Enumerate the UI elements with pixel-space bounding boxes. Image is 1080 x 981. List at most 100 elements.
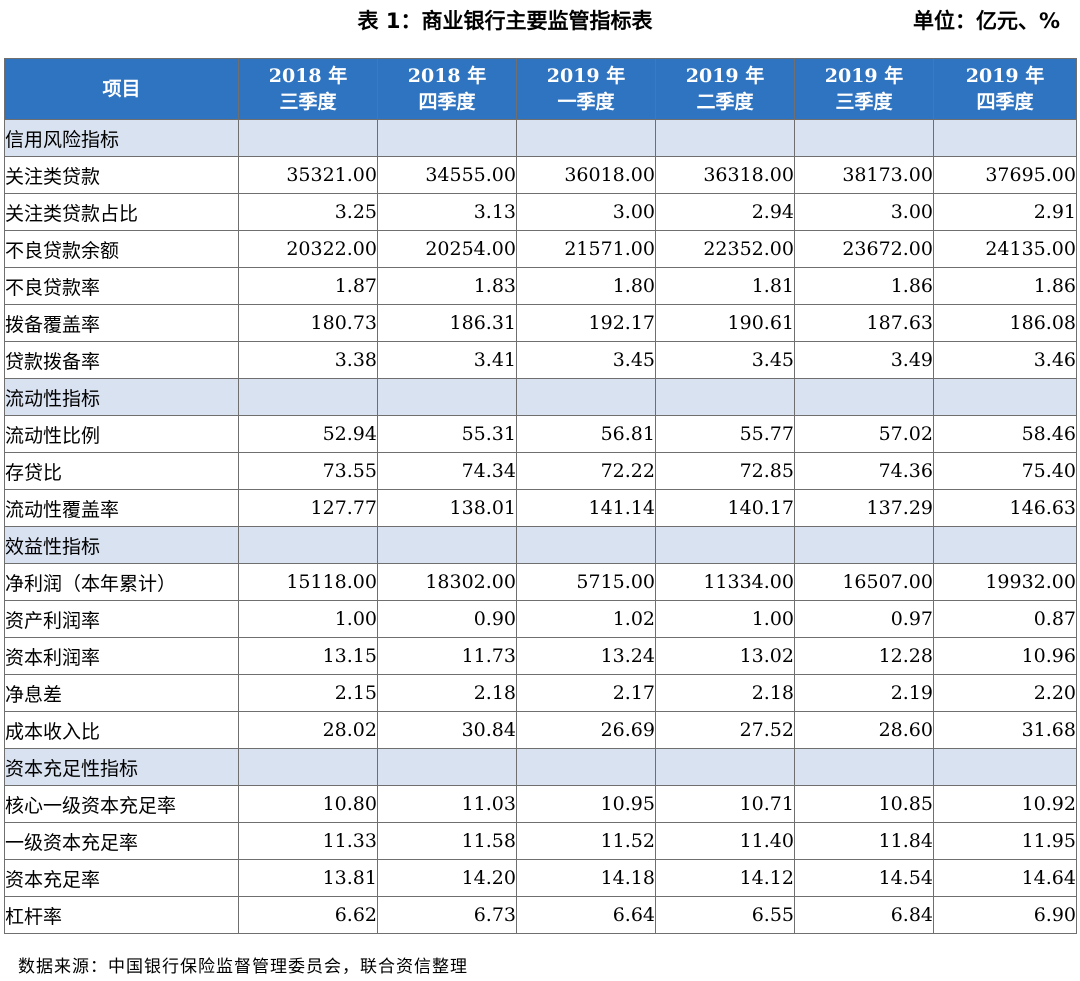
value-cell: 19932.00 bbox=[933, 563, 1077, 601]
value-cell: 26.69 bbox=[516, 711, 656, 749]
header-year: 2018 年 bbox=[268, 65, 348, 87]
table-row: 不良贷款率 1.87 1.83 1.80 1.81 1.86 1.86 bbox=[4, 267, 1077, 305]
value-cell: 74.34 bbox=[377, 452, 517, 490]
value-cell: 2.18 bbox=[377, 674, 517, 712]
value-cell: 6.84 bbox=[794, 896, 934, 934]
value-cell: 22352.00 bbox=[655, 230, 795, 268]
value-cell: 11.40 bbox=[655, 822, 795, 860]
row-label: 不良贷款余额 bbox=[4, 230, 239, 268]
section-empty-cell bbox=[238, 526, 378, 564]
table-row: 成本收入比 28.02 30.84 26.69 27.52 28.60 31.68 bbox=[4, 711, 1077, 749]
header-col-6: 2019 年四季度 bbox=[933, 58, 1077, 120]
value-cell: 34555.00 bbox=[377, 156, 517, 194]
section-empty-cell bbox=[655, 748, 795, 786]
section-empty-cell bbox=[655, 119, 795, 157]
value-cell: 2.19 bbox=[794, 674, 934, 712]
value-cell: 187.63 bbox=[794, 304, 934, 342]
value-cell: 1.80 bbox=[516, 267, 656, 305]
value-cell: 75.40 bbox=[933, 452, 1077, 490]
header-col-3: 2019 年一季度 bbox=[516, 58, 656, 120]
value-cell: 3.25 bbox=[238, 193, 378, 231]
section-empty-cell bbox=[238, 748, 378, 786]
table-row: 存贷比 73.55 74.34 72.22 72.85 74.36 75.40 bbox=[4, 452, 1077, 490]
value-cell: 11.95 bbox=[933, 822, 1077, 860]
value-cell: 30.84 bbox=[377, 711, 517, 749]
source-note: 数据来源：中国银行保险监督管理委员会，联合资信整理 bbox=[18, 957, 468, 977]
table-row: 拨备覆盖率 180.73 186.31 192.17 190.61 187.63 186.0… bbox=[4, 304, 1077, 342]
value-cell: 72.85 bbox=[655, 452, 795, 490]
section-empty-cell bbox=[516, 378, 656, 416]
value-cell: 36318.00 bbox=[655, 156, 795, 194]
header-item: 项目 bbox=[4, 58, 239, 120]
section-empty-cell bbox=[377, 748, 517, 786]
value-cell: 31.68 bbox=[933, 711, 1077, 749]
table-row: 杠杆率 6.62 6.73 6.64 6.55 6.84 6.90 bbox=[4, 896, 1077, 934]
table-row: 资本利润率 13.15 11.73 13.24 13.02 12.28 10.96 bbox=[4, 637, 1077, 675]
value-cell: 55.77 bbox=[655, 415, 795, 453]
value-cell: 1.86 bbox=[794, 267, 934, 305]
value-cell: 6.90 bbox=[933, 896, 1077, 934]
value-cell: 10.80 bbox=[238, 785, 378, 823]
value-cell: 57.02 bbox=[794, 415, 934, 453]
value-cell: 74.36 bbox=[794, 452, 934, 490]
value-cell: 3.13 bbox=[377, 193, 517, 231]
value-cell: 20254.00 bbox=[377, 230, 517, 268]
value-cell: 14.18 bbox=[516, 859, 656, 897]
value-cell: 11.03 bbox=[377, 785, 517, 823]
row-label: 贷款拨备率 bbox=[4, 341, 239, 379]
table-row: 核心一级资本充足率 10.80 11.03 10.95 10.71 10.85 10.92 bbox=[4, 785, 1077, 823]
header-col-2: 2018 年四季度 bbox=[377, 58, 517, 120]
value-cell: 3.46 bbox=[933, 341, 1077, 379]
value-cell: 6.73 bbox=[377, 896, 517, 934]
row-label: 资产利润率 bbox=[4, 600, 239, 638]
value-cell: 0.87 bbox=[933, 600, 1077, 638]
value-cell: 11.84 bbox=[794, 822, 934, 860]
section-label: 资本充足性指标 bbox=[4, 748, 239, 786]
value-cell: 2.18 bbox=[655, 674, 795, 712]
value-cell: 180.73 bbox=[238, 304, 378, 342]
header-quarter: 二季度 bbox=[696, 91, 754, 113]
table-row: 不良贷款余额 20322.00 20254.00 21571.00 22352.00 23… bbox=[4, 230, 1077, 268]
header-year: 2019 年 bbox=[546, 65, 626, 87]
value-cell: 146.63 bbox=[933, 489, 1077, 527]
value-cell: 1.00 bbox=[238, 600, 378, 638]
value-cell: 12.28 bbox=[794, 637, 934, 675]
value-cell: 10.95 bbox=[516, 785, 656, 823]
section-empty-cell bbox=[933, 748, 1077, 786]
section-empty-cell bbox=[377, 378, 517, 416]
value-cell: 186.31 bbox=[377, 304, 517, 342]
header-year: 2018 年 bbox=[407, 65, 487, 87]
value-cell: 27.52 bbox=[655, 711, 795, 749]
row-label: 流动性比例 bbox=[4, 415, 239, 453]
value-cell: 0.90 bbox=[377, 600, 517, 638]
value-cell: 3.00 bbox=[516, 193, 656, 231]
value-cell: 137.29 bbox=[794, 489, 934, 527]
section-empty-cell bbox=[655, 378, 795, 416]
value-cell: 13.15 bbox=[238, 637, 378, 675]
value-cell: 1.00 bbox=[655, 600, 795, 638]
value-cell: 20322.00 bbox=[238, 230, 378, 268]
value-cell: 73.55 bbox=[238, 452, 378, 490]
value-cell: 14.64 bbox=[933, 859, 1077, 897]
header-year: 2019 年 bbox=[824, 65, 904, 87]
value-cell: 13.02 bbox=[655, 637, 795, 675]
value-cell: 1.02 bbox=[516, 600, 656, 638]
value-cell: 11.33 bbox=[238, 822, 378, 860]
value-cell: 36018.00 bbox=[516, 156, 656, 194]
row-label: 核心一级资本充足率 bbox=[4, 785, 239, 823]
section-empty-cell bbox=[238, 119, 378, 157]
value-cell: 190.61 bbox=[655, 304, 795, 342]
value-cell: 1.81 bbox=[655, 267, 795, 305]
value-cell: 138.01 bbox=[377, 489, 517, 527]
value-cell: 10.85 bbox=[794, 785, 934, 823]
value-cell: 6.55 bbox=[655, 896, 795, 934]
value-cell: 3.49 bbox=[794, 341, 934, 379]
value-cell: 10.96 bbox=[933, 637, 1077, 675]
value-cell: 186.08 bbox=[933, 304, 1077, 342]
row-label: 资本充足率 bbox=[4, 859, 239, 897]
value-cell: 28.60 bbox=[794, 711, 934, 749]
header-quarter: 四季度 bbox=[976, 91, 1034, 113]
table-row: 关注类贷款 35321.00 34555.00 36018.00 36318.00 381… bbox=[4, 156, 1077, 194]
header-col-4: 2019 年二季度 bbox=[655, 58, 795, 120]
value-cell: 3.00 bbox=[794, 193, 934, 231]
